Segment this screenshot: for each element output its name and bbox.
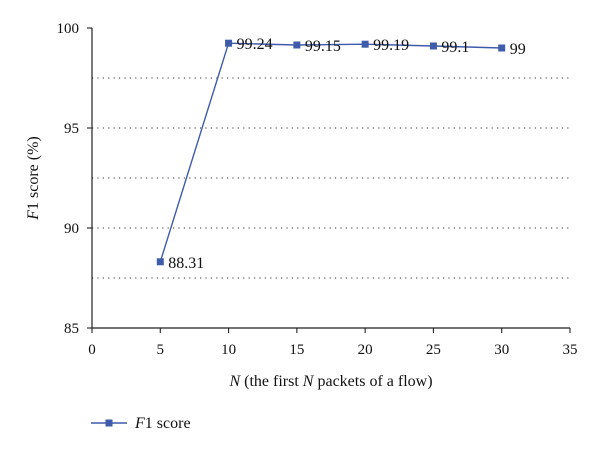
data-label-15: 99.15	[305, 38, 341, 55]
data-point-15	[293, 41, 301, 49]
data-point-5	[156, 258, 164, 266]
data-point-10	[225, 39, 233, 47]
gridlines	[92, 77, 570, 279]
x-tick-label-15: 15	[289, 342, 304, 358]
tick-labels: 0 5 10 15 20 25 30 35 85 90 95 100	[57, 21, 578, 358]
axes	[91, 28, 570, 329]
legend-label-text: 1 score	[145, 415, 191, 432]
x-tick-label-10: 10	[221, 342, 236, 358]
series	[156, 39, 506, 266]
data-label-10: 99.24	[237, 36, 273, 53]
legend-label-var: F	[134, 415, 145, 432]
x-tick-label-20: 20	[358, 342, 373, 358]
data-point-25	[429, 42, 437, 50]
x-axis-title-text-2: packets of a flow)	[313, 373, 432, 390]
x-axis-title-text: (the first	[240, 373, 303, 390]
x-axis-title: N (the first N packets of a flow)	[228, 373, 432, 390]
y-tick-label-90: 90	[64, 221, 79, 237]
y-tick-label-100: 100	[57, 21, 80, 37]
data-label-5: 88.31	[168, 255, 204, 272]
x-tick-label-30: 30	[494, 342, 509, 358]
y-axis-title-var: F	[25, 210, 42, 221]
y-tick-label-85: 85	[64, 321, 79, 337]
y-axis-title-text: 1 score (%)	[25, 136, 42, 210]
tick-marks	[87, 27, 571, 333]
x-tick-label-5: 5	[157, 342, 165, 358]
data-labels: 88.31 99.24 99.15 99.19 99.1 99	[168, 36, 525, 272]
x-tick-label-0: 0	[88, 342, 96, 358]
x-tick-label-35: 35	[563, 342, 578, 358]
data-label-30: 99	[510, 41, 526, 58]
data-point-30	[498, 44, 506, 52]
data-point-20	[361, 40, 369, 48]
x-tick-label-25: 25	[426, 342, 441, 358]
data-label-25: 99.1	[441, 39, 469, 56]
data-label-20: 99.19	[373, 37, 409, 54]
series-line-0	[159, 42, 502, 263]
y-axis-title: F1 score (%)	[25, 136, 42, 221]
x-axis-title-var-2: N	[302, 373, 315, 390]
legend-label: F1 score	[134, 415, 191, 432]
legend-marker-swatch	[105, 419, 113, 427]
legend: F1 score	[91, 415, 191, 432]
x-axis-title-var: N	[228, 373, 241, 390]
y-tick-label-95: 95	[64, 121, 79, 137]
